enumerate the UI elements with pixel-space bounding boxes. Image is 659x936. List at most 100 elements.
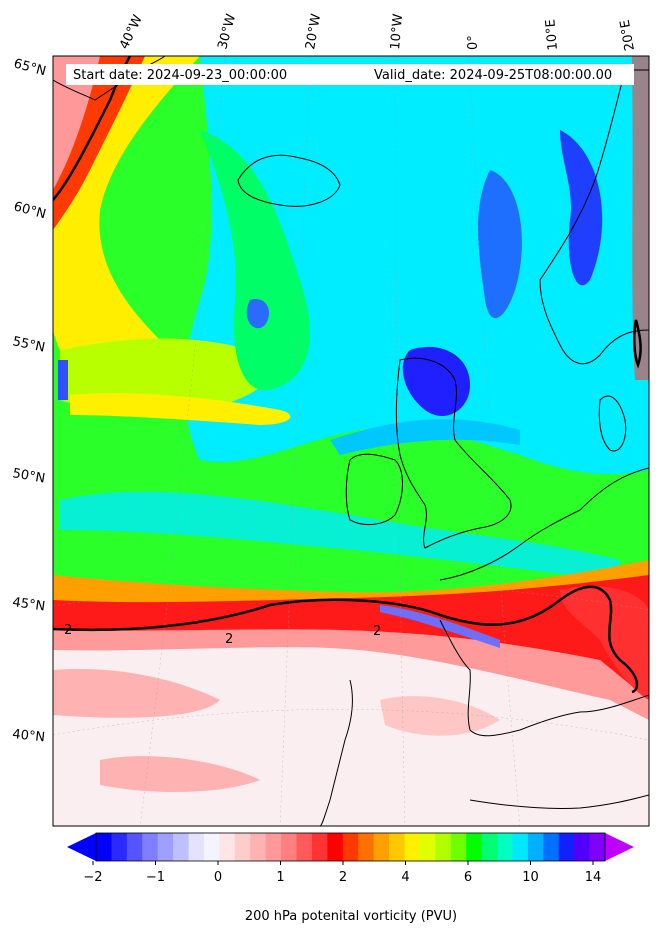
coastlines — [53, 56, 649, 826]
latitude-labels: 65°N 60°N 55°N 50°N 45°N 40°N — [11, 56, 47, 745]
colorbar: −2 −1 0 1 2 4 6 10 14 200 hPa potenital vorticit… — [67, 832, 634, 924]
colorbar-segment — [589, 833, 606, 861]
contour-label: 2 — [225, 632, 233, 647]
colorbar-segment — [543, 833, 560, 861]
lat-label: 60°N — [12, 199, 48, 222]
colorbar-segment — [497, 833, 514, 861]
colorbar-tick-label: 0 — [214, 870, 222, 885]
field-pink-patch-2 — [100, 756, 260, 792]
colorbar-segment — [311, 833, 328, 861]
colorbar-segment — [111, 833, 128, 861]
colorbar-ticks: −2 −1 0 1 2 4 6 10 14 — [83, 861, 601, 885]
lon-label: 10°E — [543, 19, 561, 51]
colorbar-segment — [435, 833, 452, 861]
colorbar-segment — [250, 833, 267, 861]
lon-label: 30°W — [215, 12, 239, 51]
colorbar-segment — [481, 833, 498, 861]
colorbar-segment — [126, 833, 143, 861]
colorbar-segment — [142, 833, 159, 861]
field-blue-filament-2 — [560, 130, 603, 286]
valid-date-label: Valid_date: 2024-09-25T08:00:00.00 — [374, 68, 612, 83]
colorbar-tick-label: 14 — [585, 870, 602, 885]
map-panel: 2 2 2 Start date: 2024-09-23_00:00:00 Va… — [53, 56, 649, 826]
lon-label: 20°W — [303, 13, 324, 51]
colorbar-segments — [96, 833, 606, 861]
grid-line-lon-0 — [469, 56, 521, 826]
colorbar-segment — [265, 833, 282, 861]
colorbar-tick-label: −1 — [146, 870, 165, 885]
colorbar-tick-label: 2 — [339, 870, 347, 885]
colorbar-segment — [296, 833, 313, 861]
colorbar-segment — [512, 833, 529, 861]
colorbar-tick-label: −2 — [83, 870, 102, 885]
field-pink-patch-3 — [380, 696, 500, 736]
lon-label: 20°E — [618, 19, 638, 52]
field-pink-greenland — [53, 56, 100, 190]
lon-label: 10°W — [388, 13, 406, 50]
contour-2pvu — [53, 585, 639, 694]
colorbar-segment — [373, 833, 390, 861]
field-pink-patch-1 — [53, 669, 220, 718]
coast-europe — [439, 467, 649, 581]
header-bar — [66, 64, 634, 85]
colorbar-label: 200 hPa potenital vorticity (PVU) — [245, 909, 457, 924]
colorbar-segment — [327, 833, 344, 861]
colorbar-outline — [95, 832, 606, 862]
colorbar-segment — [96, 833, 113, 861]
colorbar-max-extension — [605, 833, 634, 861]
colorbar-segment — [203, 833, 220, 861]
coast-iceland — [237, 154, 341, 207]
colorbar-segment — [173, 833, 190, 861]
lat-label: 65°N — [12, 56, 48, 79]
field-blue-filament-1 — [478, 170, 522, 319]
coast-denmark — [598, 395, 627, 452]
colorbar-tick-label: 6 — [464, 870, 472, 885]
coast-spain-west — [319, 679, 353, 826]
colorbar-segment — [466, 833, 483, 861]
colorbar-segment — [404, 833, 421, 861]
contour-label: 2 — [64, 623, 72, 638]
lat-label: 45°N — [11, 595, 46, 614]
map-frame — [52, 55, 650, 827]
field-blue-blob-2 — [246, 299, 270, 329]
colorbar-segment — [281, 833, 298, 861]
colorbar-segment — [188, 833, 205, 861]
field-highpv-cyan — [185, 56, 649, 475]
coast-biscay-iberia — [439, 619, 649, 737]
field-red-east-strip — [632, 56, 649, 380]
coast-norway — [539, 69, 649, 365]
colorbar-segment — [527, 833, 544, 861]
colorbar-segment — [450, 833, 467, 861]
field-swirl-yellow-2 — [70, 393, 291, 425]
field-highpv-cyan-2 — [60, 491, 620, 580]
lon-label: 40°W — [117, 13, 146, 52]
field-blue-blob-scotland — [402, 346, 470, 416]
lat-label: 50°N — [11, 466, 46, 486]
colorbar-segment — [342, 833, 359, 861]
start-date-label: Start date: 2024-09-23_00:00:00 — [73, 68, 287, 83]
field-green-band — [200, 130, 310, 391]
colorbar-segment — [389, 833, 406, 861]
colorbar-min-extension — [67, 833, 96, 861]
colorbar-segment — [574, 833, 591, 861]
contour-2pvu-east — [633, 319, 642, 369]
field-blue-streak-biscay — [380, 605, 500, 648]
colorbar-segment — [157, 833, 174, 861]
colorbar-segment — [358, 833, 375, 861]
lon-label: 0° — [466, 35, 481, 50]
contour-label: 2 — [373, 624, 381, 639]
colorbar-tick-label: 1 — [276, 870, 284, 885]
field-cyan-band-2 — [330, 419, 520, 455]
lat-label: 40°N — [12, 727, 46, 745]
colorbar-segment — [419, 833, 436, 861]
graticule — [53, 56, 649, 826]
colorbar-tick-label: 4 — [401, 870, 409, 885]
field-red-east — [560, 586, 649, 700]
longitude-labels: 40°W 30°W 20°W 10°W 0° 10°E 20°E — [117, 12, 638, 52]
field-blue-streak-west — [58, 360, 68, 400]
colorbar-tick-label: 10 — [522, 870, 539, 885]
coast-north-africa — [469, 794, 649, 809]
coast-britain — [395, 357, 512, 549]
colorbar-segment — [234, 833, 251, 861]
